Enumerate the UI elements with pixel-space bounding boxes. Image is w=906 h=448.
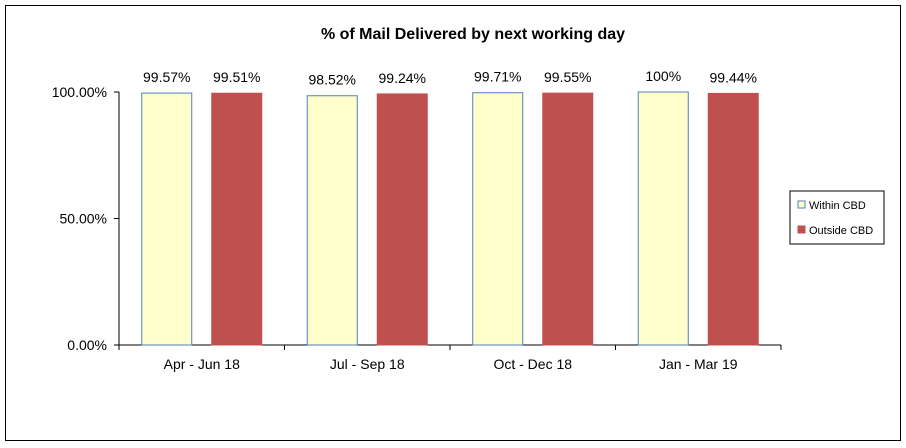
- bar-outside-cbd: [707, 92, 759, 346]
- data-label: 99.71%: [474, 69, 521, 85]
- bar-outside-cbd: [376, 93, 428, 346]
- legend: Within CBD Outside CBD: [789, 190, 885, 245]
- data-labels: 99.57% 99.51% 98.52% 99.24% 99.71% 99.55% 100%…: [143, 68, 757, 88]
- x-tick-label: Oct - Dec 18: [493, 356, 572, 372]
- data-label: 99.55%: [544, 69, 591, 85]
- bar-within-cbd: [306, 95, 358, 346]
- x-tick-label: Apr - Jun 18: [164, 356, 240, 372]
- bars: [141, 91, 759, 346]
- y-tick-label: 50.00%: [60, 211, 107, 227]
- data-label: 100%: [645, 68, 681, 84]
- data-label: 99.51%: [213, 69, 260, 85]
- y-tick-label: 0.00%: [67, 337, 107, 353]
- chart-title: % of Mail Delivered by next working day: [321, 26, 625, 43]
- x-tick-label: Jul - Sep 18: [330, 356, 405, 372]
- legend-swatch: [797, 200, 806, 209]
- legend-swatch: [797, 225, 806, 234]
- x-tick-label: Jan - Mar 19: [659, 356, 738, 372]
- legend-box: [789, 190, 885, 245]
- legend-label: Within CBD: [809, 200, 866, 212]
- data-label: 98.52%: [309, 72, 356, 88]
- bar-outside-cbd: [211, 92, 263, 346]
- bar-within-cbd: [637, 91, 689, 346]
- data-label: 99.24%: [379, 70, 426, 86]
- legend-label: Outside CBD: [809, 225, 873, 237]
- bar-within-cbd: [141, 92, 193, 346]
- data-label: 99.44%: [710, 69, 757, 85]
- bar-outside-cbd: [542, 92, 594, 346]
- bar-within-cbd: [472, 92, 524, 346]
- data-label: 99.57%: [143, 69, 190, 85]
- y-tick-label: 100.00%: [52, 84, 107, 100]
